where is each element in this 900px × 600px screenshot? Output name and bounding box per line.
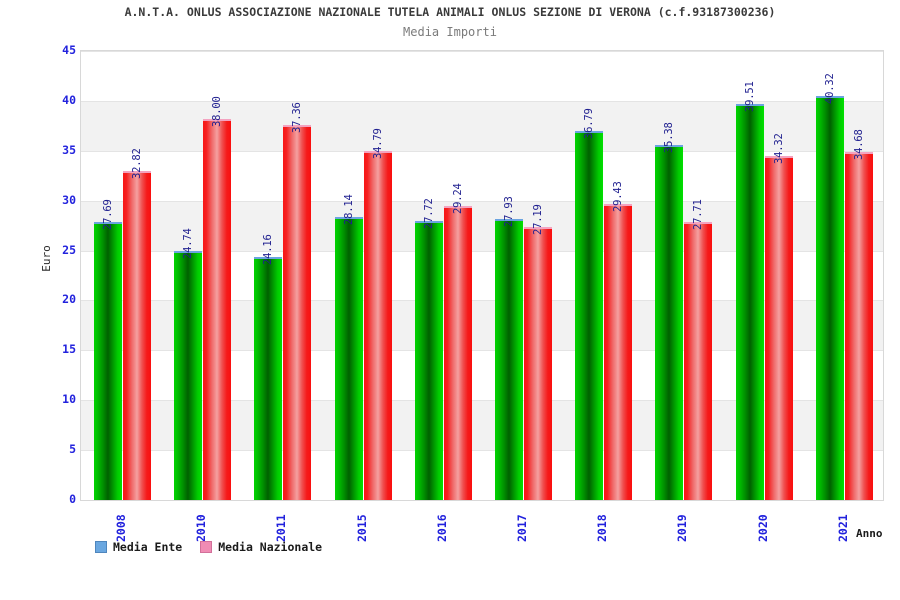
bar-group: 27.93 27.19 [482,51,562,500]
bar-media-ente[interactable] [575,130,604,500]
bar-value-label: 39.51 [743,81,756,112]
bar-media-ente[interactable] [254,256,283,500]
x-axis-tick-label: 2018 [595,514,610,542]
bar-media-nazionale[interactable] [764,155,793,500]
legend-swatch-icon-media-ente [95,541,107,553]
bar-value-label: 24.74 [182,228,195,260]
bar-value-label: 27.72 [422,198,435,230]
legend-label-media-nazionale: Media Nazionale [218,540,323,554]
bar-media-nazionale[interactable] [443,206,472,500]
bar-value-label: 24.16 [262,234,275,265]
y-axis-tick-label: 40 [62,92,76,107]
gridline [81,350,883,352]
bar-group: 27.69 32.82 [81,51,161,500]
legend-swatch-icon-media-nazionale [200,541,213,553]
bar-group: 24.74 38.00 [161,51,241,500]
bar-group: 28.14 34.79 [322,51,402,500]
gridline [81,400,883,402]
bar-media-ente[interactable] [495,219,523,500]
gridline [81,450,883,452]
bar-value-label: 35.38 [663,122,676,153]
bar-value-label: 34.79 [371,128,384,159]
bar-group: 27.72 29.24 [402,51,482,500]
y-axis-tick-label: 35 [62,142,76,157]
gridline [81,51,883,52]
bar-value-label: 36.79 [583,108,596,139]
bar-media-ente[interactable] [655,145,684,500]
chart-legend: Media Ente Media Nazionale [95,540,322,554]
bar-media-ente[interactable] [94,221,122,500]
y-axis-tick-label: 0 [69,492,76,506]
x-axis-tick-label: 2015 [354,514,369,542]
y-axis-title: Euro [39,245,53,272]
bar-value-label: 38.00 [211,96,224,127]
bar-value-label: 32.82 [131,147,143,179]
y-axis-tick-label: 45 [62,43,76,57]
y-axis-tick-label: 15 [62,342,76,357]
gridline [81,150,883,152]
y-axis-tick-label: 20 [62,292,76,307]
bar-value-label: 29.43 [612,181,625,213]
legend-label-media-ente: Media Ente [113,540,183,554]
y-axis-tick-label: 10 [62,392,76,407]
bar-value-label: 27.19 [532,204,544,235]
bar-media-nazionale[interactable] [123,170,151,500]
legend-item-media-ente[interactable]: Media Ente [95,540,182,554]
bar-value-label: 34.68 [852,129,865,160]
x-axis-tick-label: 2017 [515,514,529,542]
y-axis-tick-label: 25 [62,242,76,257]
gridline [81,200,883,202]
x-axis-tick-label: 2021 [835,514,850,542]
chart-title: A.N.T.A. ONLUS ASSOCIAZIONE NAZIONALE TU… [124,5,776,19]
y-axis-tick-label: 5 [69,442,76,457]
chart-subtitle: Media Importi [403,25,497,39]
legend-item-media-nazionale[interactable]: Media Nazionale [200,540,322,554]
bar-group: 35.38 27.71 [642,51,722,500]
y-axis-tick-label: 30 [62,192,76,207]
x-axis-tick-label: 2016 [434,514,449,542]
gridline [81,300,883,302]
x-axis-tick-label: 2020 [755,514,770,542]
bar-value-label: 40.32 [823,73,836,104]
bar-value-label: 27.93 [503,196,515,228]
bar-group: 24.16 37.36 [241,51,321,500]
x-axis-tick-label: 2008 [114,514,128,542]
x-axis-title: Anno [856,527,883,540]
bar-group: 36.79 29.43 [562,51,642,500]
bar-media-nazionale[interactable] [604,204,633,500]
bar-media-ente[interactable] [174,251,203,500]
bar-media-ente[interactable] [334,217,363,500]
bar-media-ente[interactable] [735,103,764,500]
x-axis-tick-label: 2019 [675,514,690,542]
x-axis-tick-label: 2010 [194,514,209,542]
bar-group: 39.51 34.32 [723,51,803,500]
bar-value-label: 34.32 [772,132,785,164]
plot-area: 27.69 32.82 24.74 38.00 24.16 37.36 28.14 34.79… [80,50,884,501]
bar-value-label: 28.14 [342,194,355,226]
y-axis-ticks: 0 5 10 15 20 25 30 35 40 45 [32,43,76,506]
bar-value-label: 27.69 [102,199,114,230]
bar-media-ente[interactable] [414,221,443,500]
bar-media-ente[interactable] [815,95,844,500]
bar-media-nazionale[interactable] [283,125,312,500]
bar-media-nazionale[interactable] [844,151,873,500]
bar-group: 40.32 34.68 [803,51,883,500]
bar-value-label: 27.71 [692,198,705,230]
bar-media-nazionale[interactable] [203,118,232,500]
bar-media-nazionale[interactable] [524,226,552,500]
bar-media-nazionale[interactable] [684,221,713,500]
bar-value-label: 29.24 [451,183,464,215]
gridline [81,100,883,102]
x-axis-tick-label: 2011 [274,514,289,542]
bar-value-label: 37.36 [291,102,304,134]
bar-media-nazionale[interactable] [363,150,392,500]
gridline [81,250,883,252]
